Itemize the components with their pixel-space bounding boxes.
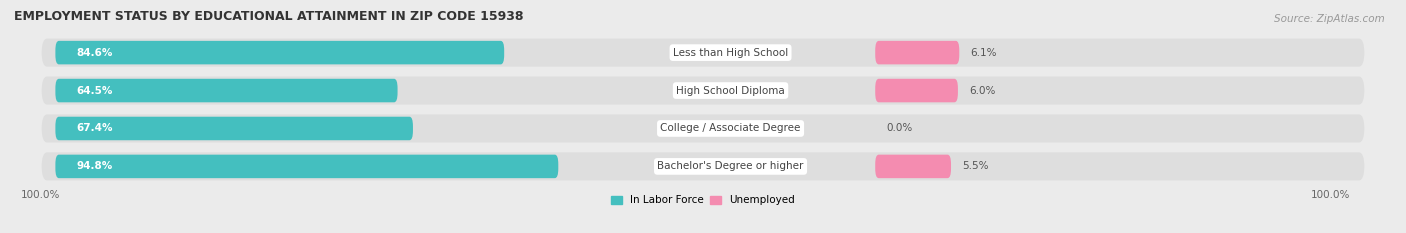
- FancyBboxPatch shape: [42, 76, 1364, 105]
- FancyBboxPatch shape: [55, 155, 558, 178]
- Text: 0.0%: 0.0%: [886, 123, 912, 134]
- Text: 94.8%: 94.8%: [76, 161, 112, 171]
- Text: Source: ZipAtlas.com: Source: ZipAtlas.com: [1274, 14, 1385, 24]
- Text: 84.6%: 84.6%: [76, 48, 112, 58]
- Text: Less than High School: Less than High School: [673, 48, 789, 58]
- FancyBboxPatch shape: [42, 39, 1364, 67]
- FancyBboxPatch shape: [42, 114, 1364, 143]
- Text: EMPLOYMENT STATUS BY EDUCATIONAL ATTAINMENT IN ZIP CODE 15938: EMPLOYMENT STATUS BY EDUCATIONAL ATTAINM…: [14, 10, 523, 23]
- Text: 100.0%: 100.0%: [1312, 190, 1351, 200]
- FancyBboxPatch shape: [55, 117, 413, 140]
- Text: 64.5%: 64.5%: [76, 86, 112, 96]
- FancyBboxPatch shape: [42, 152, 1364, 180]
- FancyBboxPatch shape: [55, 41, 505, 64]
- Text: 100.0%: 100.0%: [21, 190, 60, 200]
- FancyBboxPatch shape: [876, 155, 950, 178]
- Legend: In Labor Force, Unemployed: In Labor Force, Unemployed: [612, 195, 794, 206]
- Text: 6.1%: 6.1%: [970, 48, 997, 58]
- Text: High School Diploma: High School Diploma: [676, 86, 785, 96]
- FancyBboxPatch shape: [55, 79, 398, 102]
- FancyBboxPatch shape: [876, 79, 957, 102]
- Text: 67.4%: 67.4%: [76, 123, 112, 134]
- FancyBboxPatch shape: [876, 41, 959, 64]
- Text: Bachelor's Degree or higher: Bachelor's Degree or higher: [658, 161, 804, 171]
- Text: 6.0%: 6.0%: [969, 86, 995, 96]
- Text: College / Associate Degree: College / Associate Degree: [661, 123, 801, 134]
- Text: 5.5%: 5.5%: [962, 161, 988, 171]
